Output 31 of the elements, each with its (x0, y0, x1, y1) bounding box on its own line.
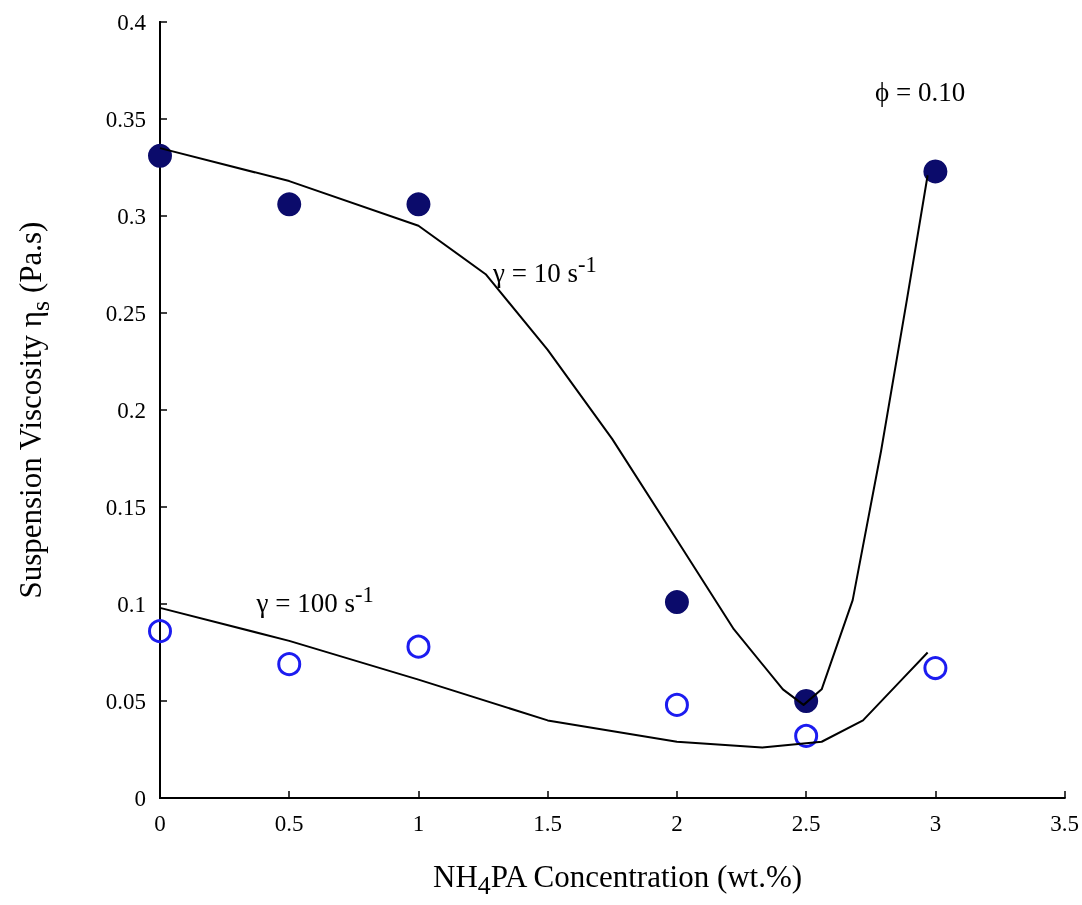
x-tick-label: 0 (154, 811, 166, 836)
y-tick-label: 0.2 (117, 397, 146, 423)
x-tick-label: 0.5 (274, 811, 304, 836)
point (277, 652, 302, 677)
point (406, 192, 431, 217)
point (406, 634, 431, 659)
y-tick-label: 0 (134, 785, 146, 811)
point (664, 590, 689, 615)
point (923, 159, 948, 184)
series-label: γ = 10 s$^{-1}$ (493, 251, 597, 289)
point (148, 619, 172, 644)
annotation: ϕ = 0.10 (875, 76, 966, 108)
series-label: γ = 100 s$^{-1}$ (256, 581, 374, 619)
point (664, 692, 689, 717)
point (923, 656, 948, 681)
x-tick-label: 3.5 (1050, 811, 1079, 836)
y-tick-label: 0.15 (105, 494, 146, 520)
x-tick-label: 2.5 (791, 811, 821, 836)
point (277, 192, 302, 217)
y-tick-label: 0.35 (105, 106, 146, 132)
x-tick-label: 1 (412, 811, 425, 836)
point (148, 143, 172, 168)
y-tick-label: 0.1 (117, 591, 146, 617)
y-tick-label: 0.4 (117, 9, 147, 35)
y-tick-label: 0.05 (105, 688, 146, 714)
x-tick-label: 2 (671, 811, 683, 836)
y-tick-label: 0.3 (117, 203, 146, 229)
x-tick-label: 3 (929, 811, 942, 836)
x-axis-title: NH$_{4}$PA Concentration (wt.%) (433, 859, 803, 902)
y-tick-label: 0.25 (105, 300, 146, 326)
x-tick-label: 1.5 (533, 811, 563, 836)
